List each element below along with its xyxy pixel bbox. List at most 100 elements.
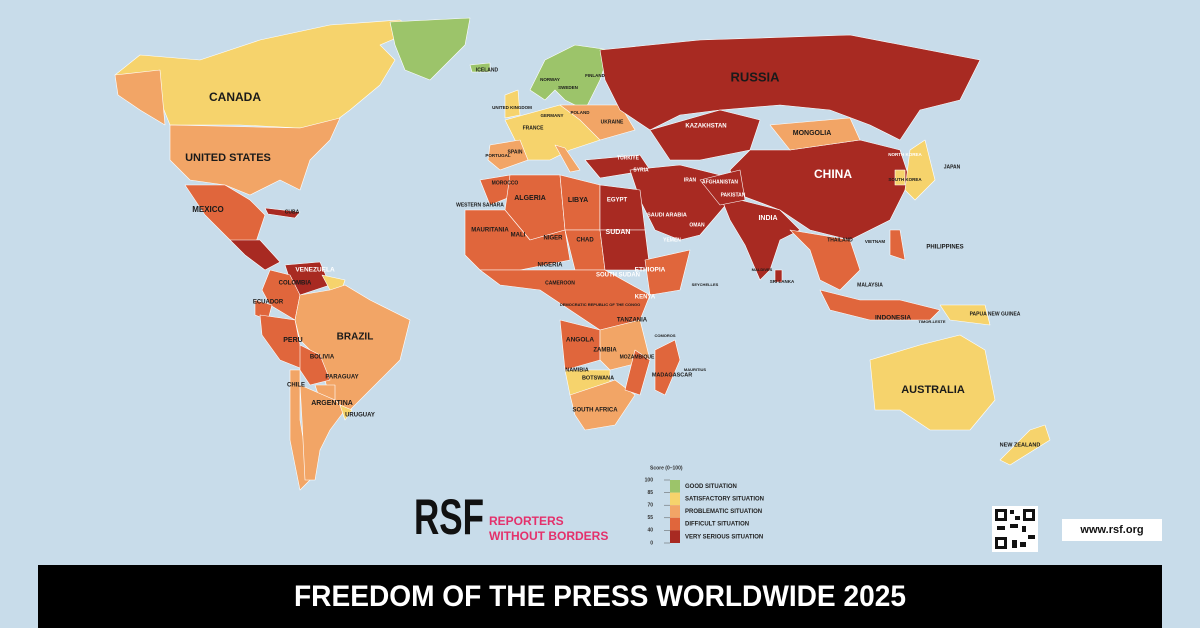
- country-label: PORTUGAL: [485, 153, 511, 158]
- scandinavia: [529, 44, 611, 111]
- country-label: SRI LANKA: [770, 279, 795, 284]
- country-label: FINLAND: [585, 73, 605, 78]
- legend-swatch: [670, 505, 680, 518]
- united-kingdom: [504, 89, 521, 119]
- country-label: LIBYA: [568, 197, 588, 204]
- country-label: MEXICO: [192, 205, 224, 214]
- india: [719, 194, 801, 281]
- url-box: [1062, 519, 1162, 541]
- country-label: SPAIN: [508, 149, 523, 155]
- country-label: COMOROS: [654, 333, 675, 338]
- country-label: OMAN: [689, 222, 705, 228]
- legend-swatch: [670, 517, 680, 531]
- iberia: [487, 139, 529, 171]
- country-label: TÜRKIYE: [617, 154, 640, 161]
- alaska: [114, 69, 166, 126]
- country-label: SOUTH AFRICA: [572, 408, 618, 414]
- country-label: CAMEROON: [545, 280, 575, 286]
- country-label: NAMIBIA: [565, 367, 589, 373]
- country-label: BOLIVIA: [310, 355, 335, 361]
- country-label: INDIA: [758, 215, 777, 222]
- legend-tick-label: 100: [645, 477, 654, 483]
- country-label: RUSSIA: [730, 69, 780, 84]
- central-africa: [479, 269, 651, 331]
- logo-mark: RSF: [414, 489, 484, 545]
- country-label: YEMEN: [663, 237, 681, 243]
- country-label: SAUDI ARABIA: [647, 212, 687, 218]
- country-label: MOROCCO: [492, 180, 519, 186]
- country-label: SEYCHELLES: [692, 282, 719, 287]
- south-korea: [894, 169, 906, 186]
- country-label: TIMOR-LESTE: [918, 319, 945, 324]
- country-label: NEW ZEALAND: [1000, 442, 1041, 448]
- legend-label: VERY SERIOUS SITUATION: [685, 534, 763, 540]
- country-label: ANGOLA: [566, 337, 594, 344]
- pakistan-afghanistan: [699, 169, 746, 206]
- eastern-europe: [559, 104, 636, 141]
- country-label: UNITED KINGDOM: [492, 105, 532, 110]
- sudan: [599, 229, 651, 271]
- country-label: MALDIVES: [752, 267, 773, 272]
- country-label: TANZANIA: [617, 318, 648, 324]
- logo-line: WITHOUT BORDERS: [489, 529, 608, 543]
- indonesia: [819, 289, 941, 321]
- mozambique: [624, 349, 651, 396]
- country-label: WESTERN SAHARA: [456, 202, 504, 208]
- country-label: JAPAN: [944, 164, 961, 170]
- country-label: FRANCE: [523, 125, 544, 131]
- country-label: MONGOLIA: [793, 130, 832, 137]
- country-label: URUGUAY: [345, 413, 375, 419]
- country-label: THAILAND: [827, 237, 853, 243]
- mongolia: [769, 117, 861, 151]
- country-label: NORTH KOREA: [888, 152, 922, 157]
- cuba: [264, 207, 301, 219]
- australia: [869, 334, 996, 431]
- country-label: BRAZIL: [337, 332, 374, 343]
- legend-label: DIFFICULT SITUATION: [685, 522, 749, 528]
- country-label: COLOMBIA: [279, 281, 312, 287]
- land-masses: [114, 17, 1051, 491]
- country-label: EGYPT: [607, 198, 628, 204]
- uruguay: [339, 404, 353, 421]
- philippines: [889, 229, 906, 261]
- brazil: [294, 284, 411, 411]
- country-label: MOZAMBIQUE: [620, 354, 655, 360]
- bolivia: [299, 344, 331, 386]
- country-label: CHILE: [287, 383, 305, 389]
- mexico: [184, 184, 266, 246]
- country-label: ALGERIA: [514, 195, 546, 202]
- country-label: ECUADOR: [253, 300, 284, 306]
- japan: [904, 139, 936, 201]
- country-label: ZAMBIA: [593, 348, 617, 354]
- legend-tick-label: 40: [647, 528, 653, 534]
- country-label: SOUTH SUDAN: [596, 273, 640, 279]
- greenland: [389, 17, 471, 81]
- country-label: AFGHANISTAN: [702, 179, 738, 185]
- madagascar: [654, 339, 681, 396]
- country-label: SYRIA: [633, 167, 649, 173]
- country-label: VENEZUELA: [295, 267, 335, 274]
- south-africa: [569, 379, 636, 431]
- country-label: INDONESIA: [875, 315, 911, 322]
- legend-label: PROBLEMATIC SITUATION: [685, 509, 762, 515]
- legend-swatch: [670, 530, 680, 543]
- italy: [554, 144, 581, 173]
- iceland: [469, 62, 491, 73]
- qr-code: [992, 506, 1038, 552]
- russia: [599, 34, 981, 141]
- country-labels: RUSSIA CANADA UNITED STATES MEXICO CUBA VENEZ…: [185, 67, 1040, 448]
- country-label: DEMOCRATIC REPUBLIC OF THE CONGO: [560, 302, 640, 307]
- country-label: GERMANY: [540, 113, 563, 118]
- country-label: VIETNAM: [865, 239, 886, 244]
- country-label: MALAYSIA: [857, 282, 883, 288]
- country-label: BOTSWANA: [582, 375, 614, 381]
- argentina: [299, 384, 346, 481]
- country-label: CHINA: [814, 167, 852, 181]
- country-label: PHILIPPINES: [926, 245, 963, 251]
- country-label: PERU: [283, 337, 302, 344]
- country-label: PARAGUAY: [325, 375, 358, 381]
- country-label: PAPUA NEW GUINEA: [970, 311, 1021, 317]
- country-label: NORWAY: [540, 77, 560, 82]
